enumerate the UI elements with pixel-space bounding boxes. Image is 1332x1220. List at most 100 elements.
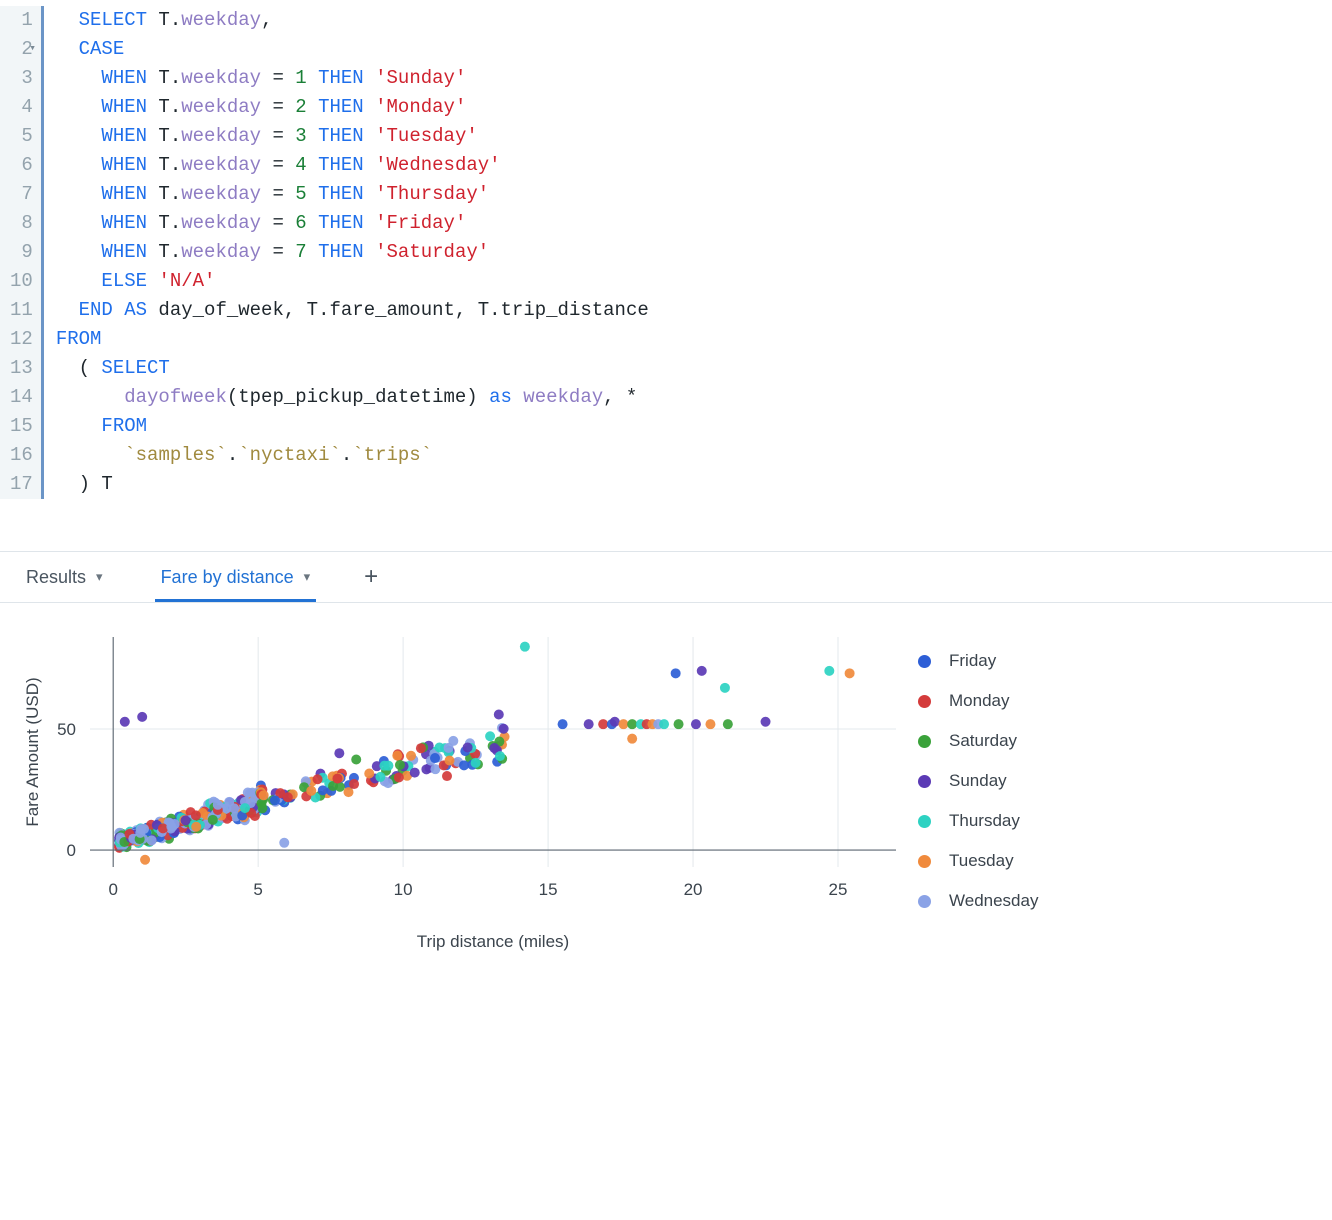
code-line[interactable]: `samples`.`nyctaxi`.`trips` bbox=[56, 441, 649, 470]
data-point[interactable] bbox=[471, 758, 481, 768]
code-line[interactable]: ( SELECT bbox=[56, 354, 649, 383]
data-point[interactable] bbox=[845, 668, 855, 678]
data-point[interactable] bbox=[463, 742, 473, 752]
data-point[interactable] bbox=[691, 719, 701, 729]
code-line[interactable]: dayofweek(tpep_pickup_datetime) as weekd… bbox=[56, 383, 649, 412]
data-point[interactable] bbox=[445, 755, 455, 765]
data-point[interactable] bbox=[137, 712, 147, 722]
data-point[interactable] bbox=[434, 743, 444, 753]
data-point[interactable] bbox=[140, 855, 150, 865]
data-point[interactable] bbox=[392, 751, 402, 761]
code-line[interactable]: WHEN T.weekday = 3 THEN 'Tuesday' bbox=[56, 122, 649, 151]
legend-item[interactable]: Sunday bbox=[918, 761, 1038, 801]
data-point[interactable] bbox=[120, 717, 130, 727]
data-point[interactable] bbox=[395, 760, 405, 770]
legend-item[interactable]: Friday bbox=[918, 641, 1038, 681]
code-line[interactable]: FROM bbox=[56, 412, 649, 441]
code-line[interactable]: WHEN T.weekday = 1 THEN 'Sunday' bbox=[56, 64, 649, 93]
code-line[interactable]: ) T bbox=[56, 470, 649, 499]
data-point[interactable] bbox=[558, 719, 568, 729]
data-point[interactable] bbox=[671, 668, 681, 678]
data-point[interactable] bbox=[761, 717, 771, 727]
code-line[interactable]: ELSE 'N/A' bbox=[56, 267, 649, 296]
code-line[interactable]: SELECT T.weekday, bbox=[56, 6, 649, 35]
tab-chart[interactable]: Fare by distance ▾ bbox=[155, 552, 317, 602]
data-point[interactable] bbox=[394, 772, 404, 782]
legend-item[interactable]: Tuesday bbox=[918, 841, 1038, 881]
data-point[interactable] bbox=[181, 815, 191, 825]
data-point[interactable] bbox=[610, 717, 620, 727]
data-point[interactable] bbox=[584, 719, 594, 729]
data-point[interactable] bbox=[283, 792, 293, 802]
data-point[interactable] bbox=[697, 666, 707, 676]
y-axis-label: Fare Amount (USD) bbox=[23, 677, 42, 826]
legend-item[interactable]: Monday bbox=[918, 681, 1038, 721]
code-line[interactable]: WHEN T.weekday = 4 THEN 'Wednesday' bbox=[56, 151, 649, 180]
data-point[interactable] bbox=[520, 642, 530, 652]
data-point[interactable] bbox=[618, 719, 628, 729]
code-line[interactable]: END AS day_of_week, T.fare_amount, T.tri… bbox=[56, 296, 649, 325]
editor-code[interactable]: SELECT T.weekday, CASE WHEN T.weekday = … bbox=[44, 6, 649, 499]
data-point[interactable] bbox=[627, 734, 637, 744]
data-point[interactable] bbox=[442, 771, 452, 781]
data-point[interactable] bbox=[191, 810, 201, 820]
data-point[interactable] bbox=[720, 683, 730, 693]
data-point[interactable] bbox=[494, 709, 504, 719]
data-point[interactable] bbox=[135, 828, 145, 838]
data-point[interactable] bbox=[208, 815, 218, 825]
data-point[interactable] bbox=[332, 774, 342, 784]
code-line[interactable]: FROM bbox=[56, 325, 649, 354]
code-line[interactable]: WHEN T.weekday = 7 THEN 'Saturday' bbox=[56, 238, 649, 267]
data-point[interactable] bbox=[723, 719, 733, 729]
data-point[interactable] bbox=[191, 822, 201, 832]
data-point[interactable] bbox=[166, 822, 176, 832]
legend-item[interactable]: Thursday bbox=[918, 801, 1038, 841]
tab-results[interactable]: Results ▾ bbox=[20, 552, 109, 602]
data-point[interactable] bbox=[351, 754, 361, 764]
data-point[interactable] bbox=[240, 803, 250, 813]
code-line[interactable]: WHEN T.weekday = 6 THEN 'Friday' bbox=[56, 209, 649, 238]
data-point[interactable] bbox=[406, 751, 416, 761]
data-point[interactable] bbox=[383, 778, 393, 788]
data-point[interactable] bbox=[334, 748, 344, 758]
code-line[interactable]: WHEN T.weekday = 5 THEN 'Thursday' bbox=[56, 180, 649, 209]
data-point[interactable] bbox=[259, 790, 269, 800]
data-point[interactable] bbox=[705, 719, 715, 729]
data-point[interactable] bbox=[416, 743, 426, 753]
data-point[interactable] bbox=[318, 785, 328, 795]
data-point[interactable] bbox=[489, 743, 499, 753]
data-point[interactable] bbox=[598, 719, 608, 729]
line-number: 12 bbox=[10, 325, 33, 354]
data-point[interactable] bbox=[270, 795, 280, 805]
data-point[interactable] bbox=[659, 719, 669, 729]
data-point[interactable] bbox=[430, 753, 440, 763]
data-point[interactable] bbox=[213, 800, 223, 810]
data-point[interactable] bbox=[410, 768, 420, 778]
data-point[interactable] bbox=[158, 823, 168, 833]
data-point[interactable] bbox=[459, 760, 469, 770]
data-point[interactable] bbox=[306, 786, 316, 796]
fold-caret-icon[interactable]: ▾ bbox=[29, 35, 36, 64]
data-point[interactable] bbox=[279, 838, 289, 848]
data-point[interactable] bbox=[349, 779, 359, 789]
line-number: 13 bbox=[10, 354, 33, 383]
data-point[interactable] bbox=[627, 719, 637, 729]
data-point[interactable] bbox=[383, 761, 393, 771]
data-point[interactable] bbox=[444, 743, 454, 753]
scatter-chart[interactable]: 0510152025050Trip distance (miles)Fare A… bbox=[20, 629, 906, 969]
code-editor[interactable]: 12▾34567891011121314151617 SELECT T.week… bbox=[0, 0, 1332, 499]
data-point[interactable] bbox=[824, 666, 834, 676]
add-tab-button[interactable]: + bbox=[354, 563, 388, 591]
code-line[interactable]: CASE bbox=[56, 35, 649, 64]
data-point[interactable] bbox=[313, 774, 323, 784]
data-point[interactable] bbox=[221, 803, 231, 813]
data-point[interactable] bbox=[147, 835, 157, 845]
data-point[interactable] bbox=[364, 768, 374, 778]
y-tick-label: 50 bbox=[57, 720, 76, 739]
data-point[interactable] bbox=[674, 719, 684, 729]
data-point[interactable] bbox=[485, 731, 495, 741]
legend-item[interactable]: Wednesday bbox=[918, 881, 1038, 921]
data-point[interactable] bbox=[499, 724, 509, 734]
legend-item[interactable]: Saturday bbox=[918, 721, 1038, 761]
code-line[interactable]: WHEN T.weekday = 2 THEN 'Monday' bbox=[56, 93, 649, 122]
